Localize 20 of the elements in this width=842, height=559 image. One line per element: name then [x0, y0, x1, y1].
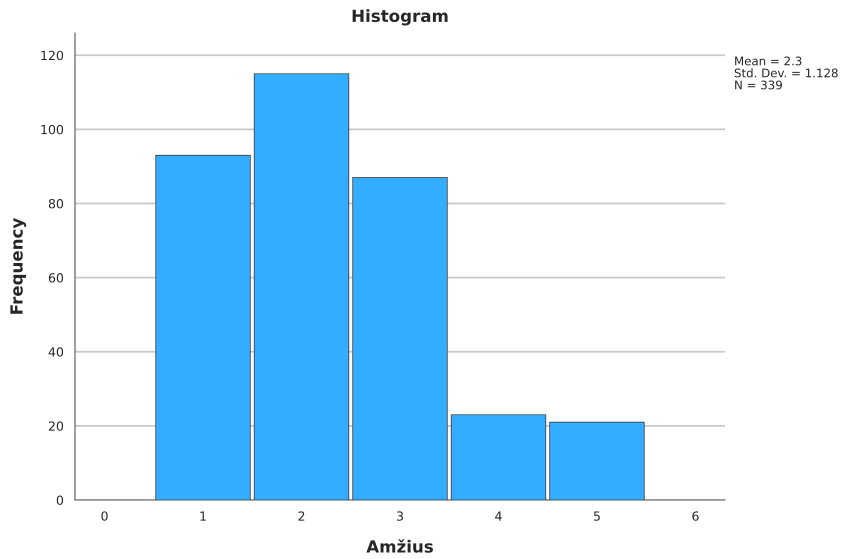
x-axis-title: Amžius — [366, 539, 433, 553]
text: Mean = 2.3 — [735, 56, 802, 66]
chart-title: Histogram — [352, 9, 448, 26]
y-tick-label: 100 — [41, 124, 64, 134]
y-axis-title: Frequency — [10, 218, 26, 314]
y-tick-label: 40 — [48, 347, 64, 357]
text: Std. Dev. = 1.128 — [734, 68, 838, 78]
text: N = 339 — [735, 80, 782, 90]
y-tick-label: 0 — [56, 495, 64, 505]
x-tick-label: 5 — [594, 511, 600, 521]
y-tick-label: 60 — [48, 273, 64, 283]
y-tick-label: 20 — [48, 421, 64, 431]
y-tick-label: 80 — [48, 198, 64, 208]
x-tick-label: 0 — [101, 511, 108, 521]
x-tick-label: 2 — [298, 511, 304, 521]
x-tick-label: 6 — [692, 511, 699, 521]
x-tick-label: 3 — [396, 511, 403, 521]
y-tick-label: 120 — [41, 50, 64, 60]
x-tick-label: 4 — [495, 511, 502, 521]
x-tick-label: 1 — [200, 511, 206, 521]
